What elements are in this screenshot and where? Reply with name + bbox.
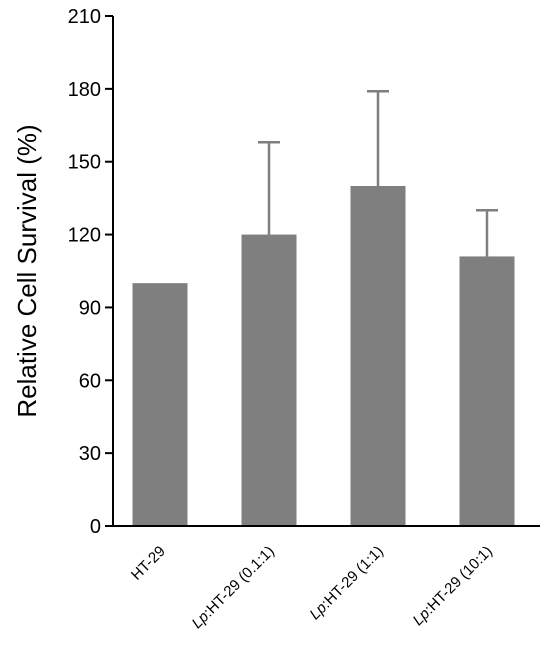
y-tick-label: 180 (68, 79, 101, 101)
y-ticks: 0 30 60 90 120 150 180 210 (68, 6, 113, 538)
bar (459, 256, 515, 526)
y-tick-label: 0 (90, 516, 101, 538)
x-tick-label: Lp:HT-29 (0.1:1) (189, 543, 278, 632)
x-tick-labels: HT-29 Lp:HT-29 (0.1:1) Lp:HT-29 (1:1) Lp:HT… (128, 543, 496, 632)
x-tick-label: Lp:HT-29 (10:1) (410, 543, 496, 629)
bar (350, 186, 406, 526)
y-tick-label: 120 (68, 225, 101, 247)
bar (241, 234, 297, 527)
y-tick-label: 30 (79, 443, 101, 465)
bar (132, 283, 188, 526)
error-bar (476, 209, 498, 257)
error-bar (258, 141, 280, 235)
y-tick-label: 90 (79, 297, 101, 319)
y-tick-label: 60 (79, 370, 101, 392)
y-axis (112, 16, 540, 527)
y-axis-title: Relative Cell Survival (%) (12, 124, 42, 417)
x-tick-label: Lp:HT-29 (1:1) (306, 543, 386, 623)
error-bar (367, 90, 389, 186)
error-bars (258, 90, 498, 257)
y-tick-label: 210 (68, 6, 101, 28)
x-tick-label: HT-29 (128, 543, 169, 584)
bars (132, 186, 515, 527)
y-tick-label: 150 (68, 152, 101, 174)
